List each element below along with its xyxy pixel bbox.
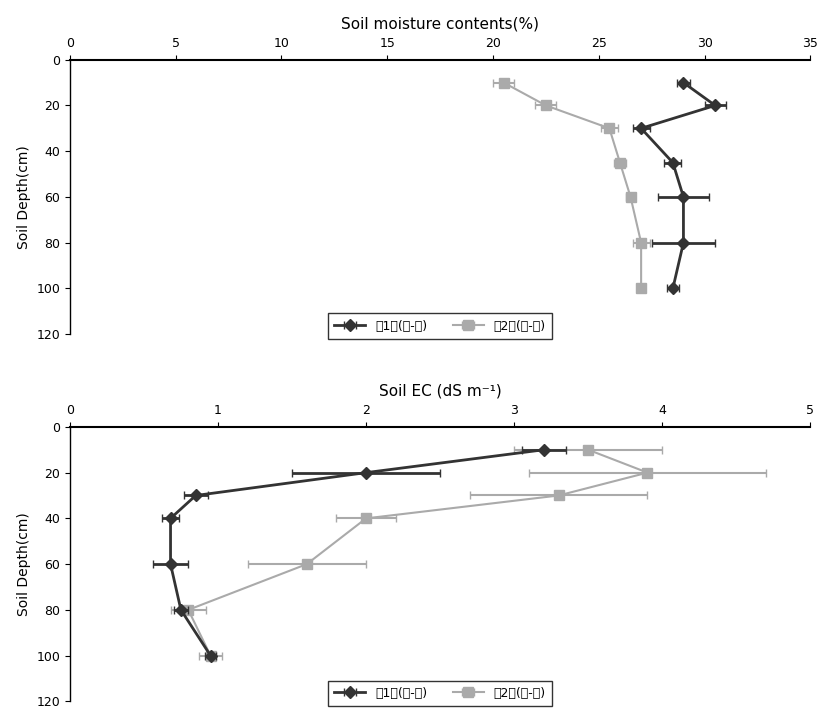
- Y-axis label: Soil Depth(cm): Soil Depth(cm): [17, 145, 31, 249]
- X-axis label: Soil moisture contents(%): Soil moisture contents(%): [342, 17, 539, 32]
- Legend: 발1년(논-발), 발2년(발-발): 발1년(논-발), 발2년(발-발): [328, 680, 552, 706]
- Legend: 발1년(논-발), 발2년(발-발): 발1년(논-발), 발2년(발-발): [328, 314, 552, 339]
- Y-axis label: Soil Depth(cm): Soil Depth(cm): [17, 513, 31, 616]
- X-axis label: Soil EC (dS m⁻¹): Soil EC (dS m⁻¹): [379, 384, 502, 399]
